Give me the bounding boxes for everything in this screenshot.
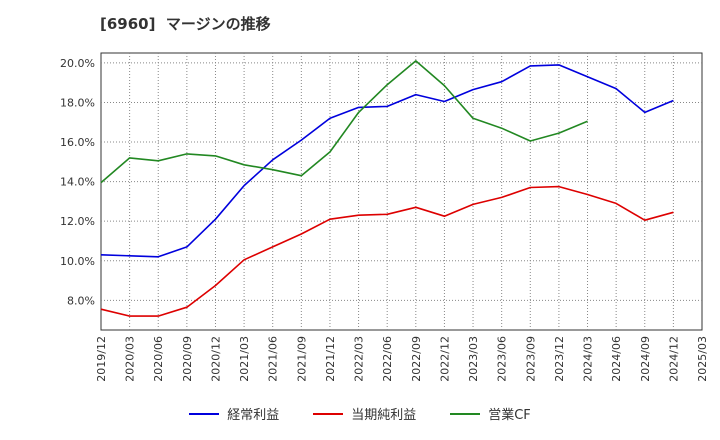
- legend-swatch: [313, 412, 344, 415]
- x-tick-label: 2024/03: [582, 336, 595, 382]
- legend-item: 経常利益: [189, 404, 279, 423]
- y-tick-label: 18.0%: [60, 96, 95, 109]
- y-tick-label: 12.0%: [60, 215, 95, 228]
- y-tick-label: 20.0%: [60, 57, 95, 70]
- x-tick-label: 2021/03: [238, 336, 251, 382]
- y-tick-label: 8.0%: [67, 294, 95, 307]
- x-tick-label: 2022/09: [410, 336, 423, 382]
- y-tick-label: 10.0%: [60, 255, 95, 268]
- chart-title: [6960] マージンの推移: [100, 15, 271, 33]
- x-tick-label: 2021/09: [295, 336, 308, 382]
- x-tick-label: 2021/12: [324, 336, 337, 382]
- legend-label: 営業CF: [488, 408, 531, 423]
- x-tick-label: 2020/12: [209, 336, 222, 382]
- x-tick-label: 2023/09: [524, 336, 537, 382]
- legend-item: 営業CF: [450, 404, 531, 423]
- x-tick-label: 2022/12: [438, 336, 451, 382]
- legend: 経常利益 当期純利益 営業CF: [0, 404, 720, 423]
- x-tick-label: 2023/06: [496, 336, 509, 382]
- series-line: [100, 64, 674, 258]
- x-tick-label: 2022/03: [353, 336, 366, 382]
- x-tick-label: 2020/09: [181, 336, 194, 382]
- plot-area: [100, 52, 703, 331]
- grid-lines: [101, 53, 702, 330]
- series-lines: [100, 60, 674, 317]
- y-tick-label: 14.0%: [60, 176, 95, 189]
- x-tick-label: 2025/03: [696, 336, 709, 382]
- x-tick-label: 2024/06: [610, 336, 623, 382]
- x-axis-tick-labels: 2019/12 2020/03 2020/06 2020/09 2020/12 2021/…: [95, 336, 709, 382]
- x-tick-label: 2024/09: [639, 336, 652, 382]
- legend-swatch: [189, 412, 220, 415]
- x-tick-label: 2020/06: [152, 336, 165, 382]
- legend-label: 経常利益: [227, 408, 280, 423]
- x-tick-label: 2024/12: [667, 336, 680, 382]
- x-tick-label: 2019/12: [95, 336, 108, 382]
- legend-item: 当期純利益: [313, 404, 416, 423]
- y-tick-label: 16.0%: [60, 136, 95, 149]
- series-line: [100, 60, 588, 184]
- x-tick-label: 2023/03: [467, 336, 480, 382]
- legend-label: 当期純利益: [351, 408, 417, 423]
- y-axis-tick-labels: 8.0% 10.0% 12.0% 14.0% 16.0% 18.0% 20.0%: [60, 57, 95, 307]
- series-line: [100, 185, 674, 317]
- x-tick-label: 2020/03: [124, 336, 137, 382]
- x-tick-label: 2021/06: [267, 336, 280, 382]
- x-tick-label: 2023/12: [553, 336, 566, 382]
- legend-swatch: [450, 412, 481, 415]
- x-tick-label: 2022/06: [381, 336, 394, 382]
